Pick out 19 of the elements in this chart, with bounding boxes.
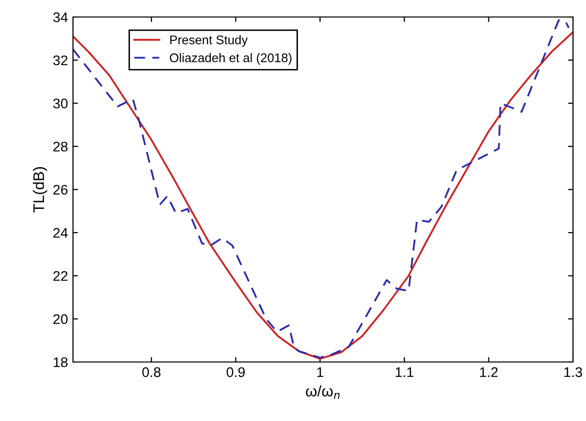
y-tick-label: 28 (53, 142, 68, 152)
x-tick-label: 1.3 (564, 367, 582, 378)
y-tick-label: 32 (53, 55, 68, 66)
x-tick-label: 0.8 (142, 367, 160, 378)
y-tick-label: 30 (53, 98, 68, 108)
x-tick-label: 1 (317, 367, 324, 377)
x-axis-title: ω/ω$_{n}$ (306, 385, 340, 399)
y-tick-label: 18 (54, 357, 68, 368)
y-axis-title: TL(dB) (32, 167, 48, 212)
legend-label: Present Study (170, 35, 248, 47)
y-tick-label: 34 (53, 12, 68, 22)
y-tick-label: 24 (53, 228, 68, 238)
x-tick-label: 0.9 (226, 367, 245, 378)
x-tick-label: 1.1 (396, 367, 414, 377)
x-tick-label: 1.2 (480, 367, 498, 377)
y-tick-label: 20 (53, 314, 68, 324)
legend-label: Oliazadeh et al (2018) (170, 53, 292, 65)
y-tick-label: 22 (53, 271, 68, 281)
y-tick-label: 26 (53, 184, 68, 195)
